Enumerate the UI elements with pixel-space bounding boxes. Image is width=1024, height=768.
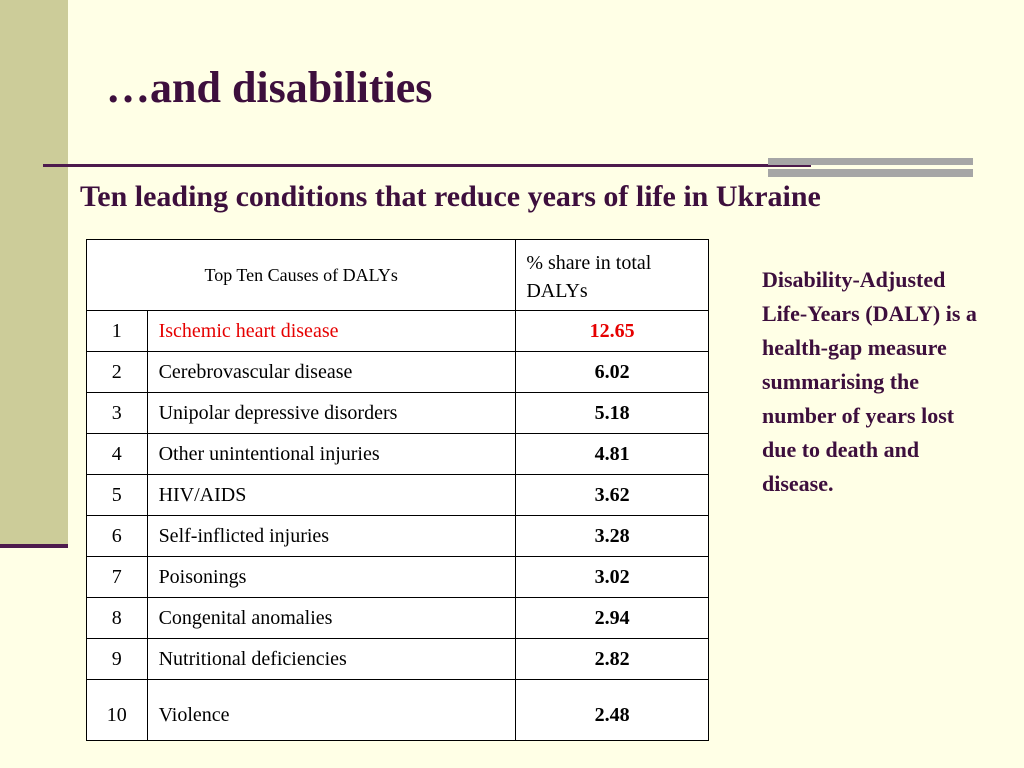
cause-cell: Other unintentional injuries [146,433,517,475]
share-cell: 3.02 [515,556,709,598]
table-row: 5 HIV/AIDS 3.62 [86,474,709,516]
table-row: 10 Violence 2.48 [86,679,709,741]
table-row: 4 Other unintentional injuries 4.81 [86,433,709,475]
accent-bar-top [768,158,973,165]
cause-cell: Congenital anomalies [146,597,517,639]
share-cell: 12.65 [515,310,709,352]
rank-cell: 9 [86,638,148,680]
table-row: 8 Congenital anomalies 2.94 [86,597,709,639]
share-cell: 3.28 [515,515,709,557]
table-row: 2 Cerebrovascular disease 6.02 [86,351,709,393]
cause-cell: Violence [146,679,517,741]
header-causes: Top Ten Causes of DALYs [85,239,517,311]
cause-cell: Cerebrovascular disease [146,351,517,393]
table-header-row: Top Ten Causes of DALYs % share in total… [85,239,709,311]
rank-cell: 1 [86,310,148,352]
table-row: 6 Self-inflicted injuries 3.28 [86,515,709,557]
table-row: 1 Ischemic heart disease 12.65 [86,310,709,352]
rank-cell: 3 [86,392,148,434]
share-cell: 4.81 [515,433,709,475]
cause-cell: HIV/AIDS [146,474,517,516]
share-cell: 3.62 [515,474,709,516]
rank-cell: 10 [86,679,148,741]
title-divider [43,164,811,167]
cause-cell: Self-inflicted injuries [146,515,517,557]
dalys-table: Top Ten Causes of DALYs % share in total… [85,239,709,741]
slide-subtitle: Ten leading conditions that reduce years… [80,180,821,213]
table-row: 9 Nutritional deficiencies 2.82 [86,638,709,680]
cause-cell: Ischemic heart disease [146,310,517,352]
left-bar-underline [0,544,68,548]
rank-cell: 7 [86,556,148,598]
cause-cell: Unipolar depressive disorders [146,392,517,434]
rank-cell: 2 [86,351,148,393]
accent-bar-bottom [768,169,973,177]
share-cell: 2.48 [515,679,709,741]
cause-cell: Poisonings [146,556,517,598]
rank-cell: 5 [86,474,148,516]
share-cell: 2.82 [515,638,709,680]
rank-cell: 4 [86,433,148,475]
rank-cell: 6 [86,515,148,557]
rank-cell: 8 [86,597,148,639]
daly-definition-note: Disability-Adjusted Life-Years (DALY) is… [762,267,977,496]
slide-title: …and disabilities [106,63,433,112]
share-cell: 2.94 [515,597,709,639]
left-decorative-bar [0,0,68,546]
share-cell: 5.18 [515,392,709,434]
table-row: 3 Unipolar depressive disorders 5.18 [86,392,709,434]
header-share: % share in total DALYs [515,239,709,311]
share-cell: 6.02 [515,351,709,393]
cause-cell: Nutritional deficiencies [146,638,517,680]
table-row: 7 Poisonings 3.02 [86,556,709,598]
